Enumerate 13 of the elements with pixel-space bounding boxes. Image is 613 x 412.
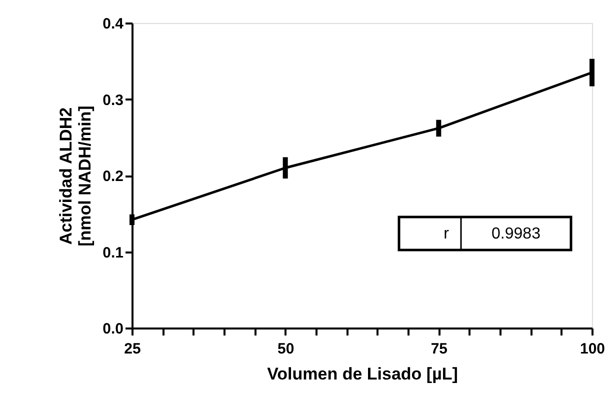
y-axis-title: Actividad ALDH2 [nmol NADH/min] [56, 106, 95, 246]
annotation: r [444, 226, 450, 242]
y-tick-label: 0.0 [102, 320, 124, 338]
y-tick-label: 0.3 [102, 92, 124, 109]
x-tick-label: 75 [430, 340, 448, 358]
y-tick-label: 0.1 [102, 244, 124, 262]
x-tick-label: 25 [124, 340, 141, 358]
annotation: 0.9983 [492, 226, 541, 242]
y-tick-label: 0.2 [102, 168, 124, 185]
x-tick-label: 50 [277, 340, 294, 358]
x-tick-label: 100 [580, 340, 606, 358]
y-tick-label: 0.4 [102, 16, 124, 32]
x-axis-title: Volumen de Lisado [µL] [267, 364, 458, 384]
